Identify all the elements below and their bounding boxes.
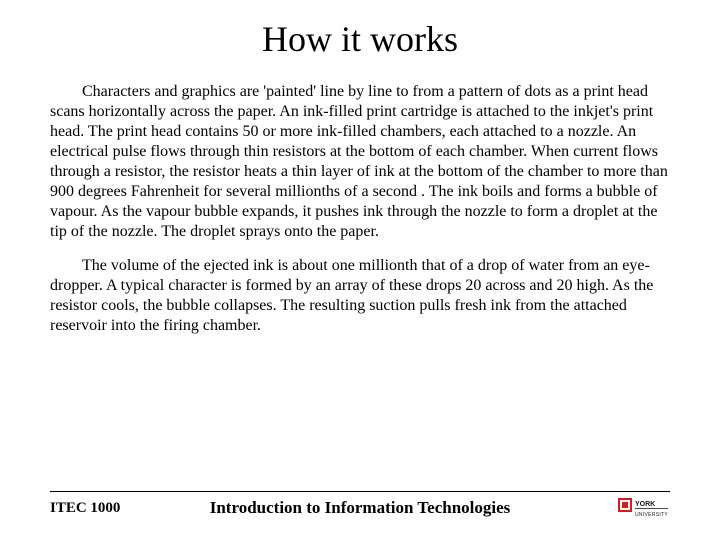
footer-divider xyxy=(50,491,670,492)
york-university-logo-icon: YORK UNIVERSITY xyxy=(618,496,670,520)
svg-text:UNIVERSITY: UNIVERSITY xyxy=(635,512,668,518)
paragraph: The volume of the ejected ink is about o… xyxy=(50,256,670,336)
slide-footer: ITEC 1000 Introduction to Information Te… xyxy=(0,491,720,522)
slide-title: How it works xyxy=(50,18,670,60)
body-text: Characters and graphics are 'painted' li… xyxy=(50,82,670,336)
course-subtitle: Introduction to Information Technologies xyxy=(210,498,511,518)
svg-text:YORK: YORK xyxy=(635,501,655,508)
course-code: ITEC 1000 xyxy=(50,500,120,517)
footer-logo-area: YORK UNIVERSITY xyxy=(618,496,670,520)
footer-row: ITEC 1000 Introduction to Information Te… xyxy=(50,494,670,522)
paragraph: Characters and graphics are 'painted' li… xyxy=(50,82,670,242)
slide-container: How it works Characters and graphics are… xyxy=(0,0,720,540)
